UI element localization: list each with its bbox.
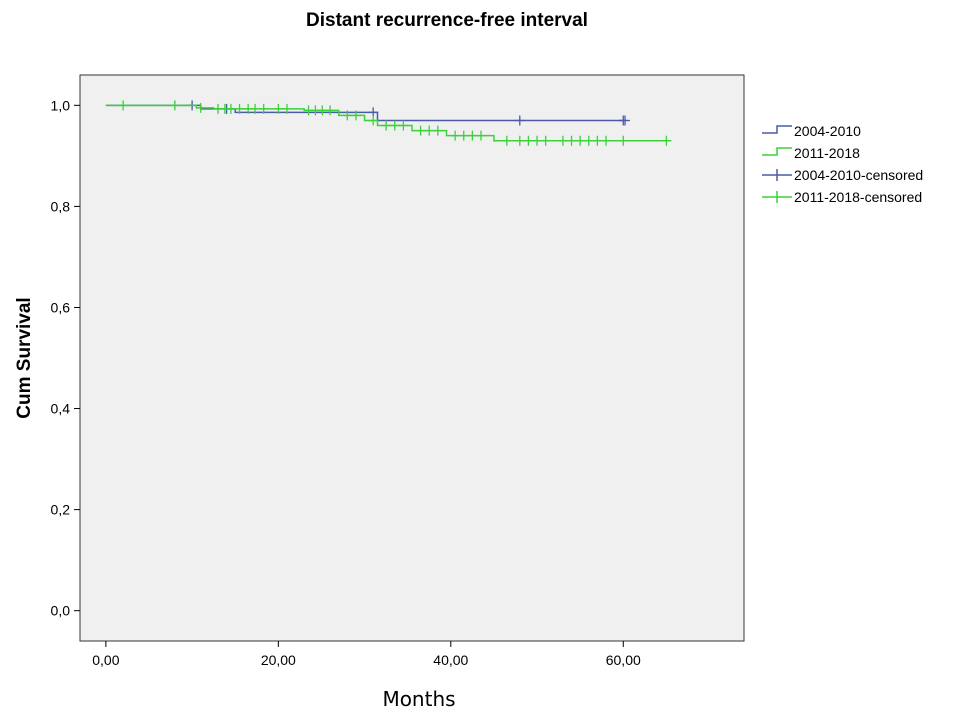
censor-mark [601, 135, 612, 146]
censor-mark [661, 135, 672, 146]
censor-mark [169, 100, 180, 111]
censor-mark [501, 135, 512, 146]
legend-swatch [762, 147, 792, 156]
legend-label: 2004-2010 [794, 123, 861, 139]
y-tick-label: 0,2 [51, 502, 71, 518]
y-tick-label: 0,4 [51, 401, 71, 417]
y-tick-label: 0,6 [51, 299, 71, 315]
censor-mark [389, 120, 400, 131]
censor-mark [432, 125, 443, 136]
series-2011-2018 [105, 100, 672, 146]
censor-mark [583, 135, 594, 146]
x-tick-label: 60,00 [606, 652, 641, 668]
censor-mark [195, 102, 206, 113]
y-axis-label: Cum Survival [14, 297, 35, 418]
y-axis: 0,0 0,2 0,4 0,6 0,8 1,0 [51, 97, 80, 619]
censor-mark [514, 135, 525, 146]
censor-mark [415, 125, 426, 136]
legend-label: 2011-2018 [794, 145, 860, 161]
censor-mark [532, 135, 543, 146]
censor-mark [368, 115, 379, 126]
series-layer [105, 100, 672, 146]
censor-mark [225, 103, 236, 114]
censor-mark [250, 103, 261, 114]
censor-mark [118, 100, 129, 111]
y-tick-label: 0,8 [51, 198, 71, 214]
censor-mark [619, 115, 630, 126]
censor-mark [540, 135, 551, 146]
censor-mark [575, 135, 586, 146]
legend-swatch [762, 125, 792, 134]
censor-mark [325, 105, 336, 116]
plot-area [79, 74, 745, 642]
x-tick-label: 0,00 [92, 652, 119, 668]
y-tick-label: 0,0 [51, 603, 71, 619]
censor-mark [566, 135, 577, 146]
censor-mark [342, 110, 353, 121]
x-axis-label: Months [382, 687, 455, 711]
legend-label: 2004-2010-censored [794, 167, 923, 183]
censor-mark [458, 130, 469, 141]
censor-mark [258, 103, 269, 114]
censor-mark [475, 130, 486, 141]
x-tick-label: 40,00 [433, 652, 468, 668]
x-tick-label: 20,00 [261, 652, 296, 668]
censor-mark [450, 130, 461, 141]
chart-title: Distant recurrence-free interval [306, 10, 588, 31]
censor-mark [398, 120, 409, 131]
censor-mark [514, 115, 525, 126]
censor-mark [523, 135, 534, 146]
censor-mark [467, 130, 478, 141]
censor-mark [381, 120, 392, 131]
y-tick-label: 1,0 [51, 97, 71, 113]
survival-curve [105, 104, 667, 142]
censor-mark [234, 103, 245, 114]
censor-mark [273, 103, 284, 114]
censor-mark [557, 135, 568, 146]
legend-label: 2011-2018-censored [794, 189, 922, 205]
censor-mark [350, 110, 361, 121]
censor-mark [281, 103, 292, 114]
censor-mark [592, 135, 603, 146]
x-axis: 0,00 20,00 40,00 60,00 [92, 641, 641, 668]
censor-mark [424, 125, 435, 136]
censor-mark [618, 135, 629, 146]
legend: 2004-2010 2011-2018 2004-2010-censored 2011… [762, 123, 923, 205]
